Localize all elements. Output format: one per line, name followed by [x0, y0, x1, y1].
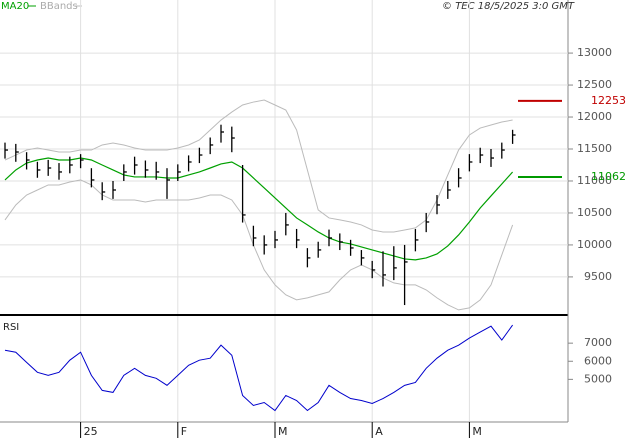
bband-lower — [4, 179, 514, 311]
x-tick-label: A — [375, 425, 383, 438]
y-tick-label: 10000 — [577, 238, 612, 251]
y-tick-label: 5000 — [584, 372, 612, 385]
x-tick-label: F — [181, 425, 187, 438]
legend-bbands: BBands — [40, 1, 78, 12]
bband-upper — [4, 99, 513, 233]
copyright: © TEC 18/5/2025 3:0 GMT — [442, 1, 575, 12]
y-tick-label: 6000 — [584, 354, 612, 367]
y-tick-label: 12500 — [577, 78, 612, 91]
x-tick-label: M — [472, 425, 482, 438]
y-tick-label: 10500 — [577, 206, 612, 219]
y-tick-label: 11000 — [577, 174, 612, 187]
x-tick-label: 25 — [84, 425, 98, 438]
y-tick-label: 7000 — [584, 336, 612, 349]
legend-ma20: MA20 — [1, 1, 29, 12]
price-marker-label: 11062 — [591, 170, 626, 183]
rsi-line — [4, 324, 514, 412]
x-tick-label: M — [278, 425, 288, 438]
y-tick-label: 9500 — [584, 270, 612, 283]
price-marker-label: 12253 — [591, 94, 626, 107]
rsi-label: RSI — [3, 322, 19, 333]
ma-line — [4, 157, 514, 261]
y-tick-label: 11500 — [577, 142, 612, 155]
y-tick-label: 13000 — [577, 46, 612, 59]
y-tick-label: 12000 — [577, 110, 612, 123]
